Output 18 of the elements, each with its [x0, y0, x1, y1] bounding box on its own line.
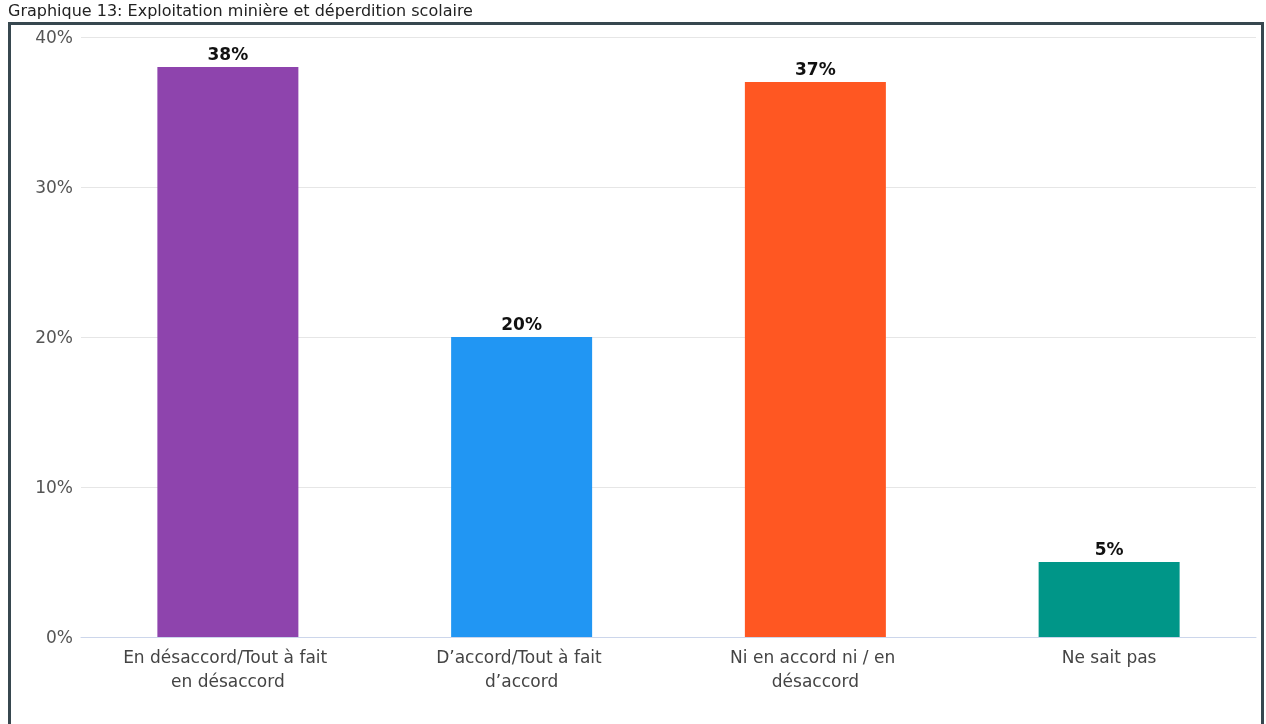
y-tick-label: 20% [35, 327, 73, 347]
bar [451, 337, 593, 637]
y-tick-label: 10% [35, 477, 73, 497]
chart-title: Graphique 13: Exploitation minière et déperdition scolaire [8, 1, 473, 20]
bar [157, 67, 299, 637]
data-label: 38% [207, 43, 249, 64]
x-tick-label: Ne sait pas [1061, 647, 1157, 667]
y-tick-label: 0% [46, 627, 73, 647]
x-tick-label: Ni en accord ni / en désaccord [730, 647, 901, 691]
x-tick-label: En désaccord/Tout à fait en désaccord [123, 647, 333, 691]
bar [1038, 562, 1180, 637]
y-tick-label: 40% [35, 27, 73, 47]
data-label: 20% [501, 313, 542, 334]
x-tick-label: D’accord/Tout à fait d’accord [436, 647, 608, 691]
y-tick-label: 30% [35, 177, 73, 197]
data-label: 37% [795, 58, 836, 79]
data-label: 5% [1094, 538, 1124, 559]
bar [744, 82, 886, 637]
